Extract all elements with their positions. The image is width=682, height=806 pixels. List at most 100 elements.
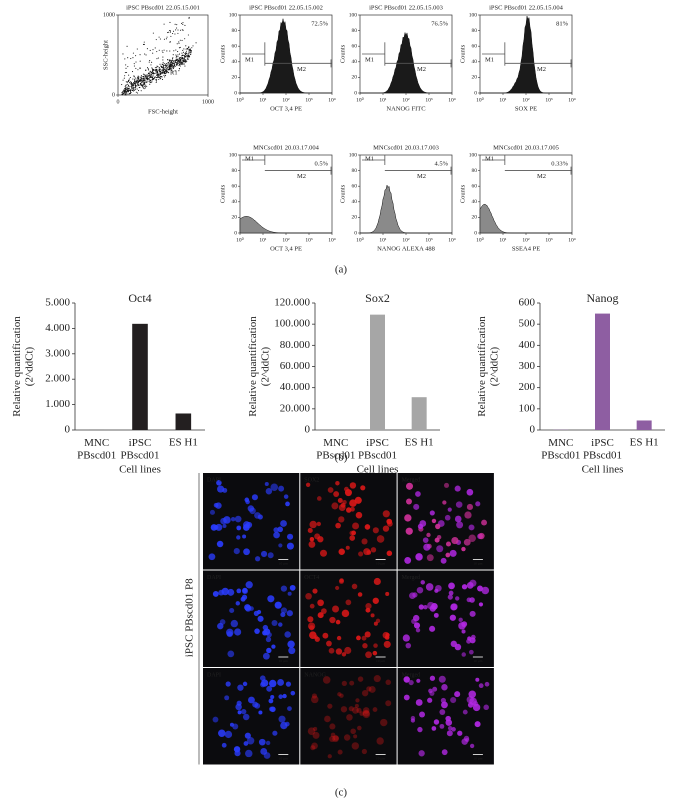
- percent-label: 0.33%: [551, 160, 568, 167]
- event-dot: [152, 52, 154, 54]
- cell-nucleus: [356, 635, 361, 641]
- event-dot: [149, 72, 151, 74]
- x-tick-label: 10⁴: [328, 237, 336, 243]
- cell-nucleus: [232, 723, 239, 730]
- cell-nucleus: [265, 636, 272, 643]
- cell-nucleus: [212, 590, 219, 597]
- cell-nucleus: [341, 680, 347, 687]
- y-tick-label: 2.000: [45, 373, 70, 385]
- event-dot: [139, 82, 141, 85]
- event-dot: [125, 90, 127, 93]
- bar: [132, 323, 148, 430]
- cell-nucleus: [366, 686, 372, 692]
- micrograph: [203, 668, 300, 765]
- cell-nucleus: [445, 719, 453, 726]
- event-dot: [172, 67, 175, 70]
- cell-nucleus: [321, 608, 327, 614]
- cell-nucleus: [289, 584, 296, 591]
- cell-nucleus: [461, 584, 468, 590]
- event-dot: [130, 89, 132, 91]
- event-dot: [156, 71, 158, 74]
- cell-nucleus: [244, 497, 250, 503]
- cell-nucleus: [209, 509, 215, 515]
- event-dot: [188, 54, 190, 56]
- event-dot: [126, 90, 128, 92]
- event-dot: [157, 75, 159, 77]
- y-tick-label: 60: [352, 183, 358, 189]
- event-dot: [125, 81, 127, 83]
- y-tick-label: 400: [519, 339, 536, 351]
- cell-nucleus: [337, 749, 343, 755]
- micrograph: [397, 473, 494, 570]
- event-dot: [146, 48, 148, 50]
- cell-nucleus: [363, 548, 371, 556]
- cell-nucleus: [458, 617, 463, 623]
- event-dot: [146, 82, 148, 84]
- event-dot: [143, 41, 145, 43]
- x-tick-label: 10³: [545, 237, 553, 243]
- x-tick-label: 10²: [402, 237, 410, 243]
- event-dot: [132, 52, 134, 54]
- cell-nucleus: [233, 548, 240, 555]
- cell-nucleus: [229, 607, 235, 614]
- event-dot: [182, 22, 184, 24]
- y-tick-label: 80.000: [280, 339, 311, 351]
- cell-nucleus: [324, 715, 331, 723]
- event-dot: [182, 57, 184, 59]
- event-dot: [165, 73, 167, 75]
- cell-nucleus: [341, 652, 347, 657]
- text-line: PBscd01: [358, 449, 397, 461]
- y-tick-label: 4.000: [45, 322, 70, 334]
- plot-title: iPSC PBscd01 22.05.15.003: [369, 4, 443, 11]
- cell-nucleus: [456, 521, 464, 529]
- channel-label: OCT4: [304, 575, 319, 581]
- cell-nucleus: [328, 647, 335, 654]
- event-dot: [178, 68, 180, 70]
- event-dot: [143, 81, 145, 83]
- cell-nucleus: [436, 545, 444, 553]
- cell-nucleus: [446, 730, 453, 737]
- event-dot: [135, 80, 137, 82]
- cell-nucleus: [287, 640, 295, 648]
- cell-nucleus: [365, 602, 372, 610]
- event-dot: [158, 78, 160, 81]
- cell-nucleus: [438, 675, 446, 683]
- gate-label: M2: [537, 173, 546, 180]
- cell-nucleus: [242, 681, 248, 687]
- event-dot: [188, 46, 190, 48]
- cell-nucleus: [458, 622, 466, 630]
- event-dot: [127, 83, 129, 85]
- event-dot: [164, 70, 166, 72]
- cell-nucleus: [445, 541, 452, 547]
- cell-nucleus: [345, 507, 352, 513]
- event-dot: [169, 63, 171, 65]
- event-dot: [141, 85, 144, 87]
- event-dot: [124, 91, 126, 93]
- event-dot: [185, 52, 187, 54]
- cell-nucleus: [219, 619, 226, 625]
- event-dot: [188, 51, 190, 53]
- event-dot: [143, 83, 145, 85]
- cell-nucleus: [241, 708, 247, 715]
- event-dot: [178, 42, 180, 44]
- cell-nucleus: [316, 496, 322, 501]
- event-dot: [180, 58, 182, 60]
- event-dot: [172, 58, 174, 60]
- cell-nucleus: [317, 599, 324, 607]
- gate-label: M2: [297, 66, 306, 73]
- cell-nucleus: [234, 515, 242, 523]
- event-dot: [152, 32, 154, 34]
- cell-nucleus: [230, 516, 236, 522]
- cell-nucleus: [372, 650, 378, 656]
- event-dot: [161, 78, 164, 81]
- cell-nucleus: [338, 578, 344, 584]
- text-line: MNC: [84, 437, 109, 449]
- cell-nucleus: [457, 730, 463, 736]
- event-dot: [184, 55, 186, 57]
- x-axis-label: SSEA4 PE: [512, 245, 540, 252]
- cell-nucleus: [222, 487, 228, 493]
- cell-nucleus: [386, 550, 393, 557]
- cell-nucleus: [262, 652, 270, 660]
- cell-nucleus: [285, 681, 292, 687]
- cell-nucleus: [450, 603, 458, 611]
